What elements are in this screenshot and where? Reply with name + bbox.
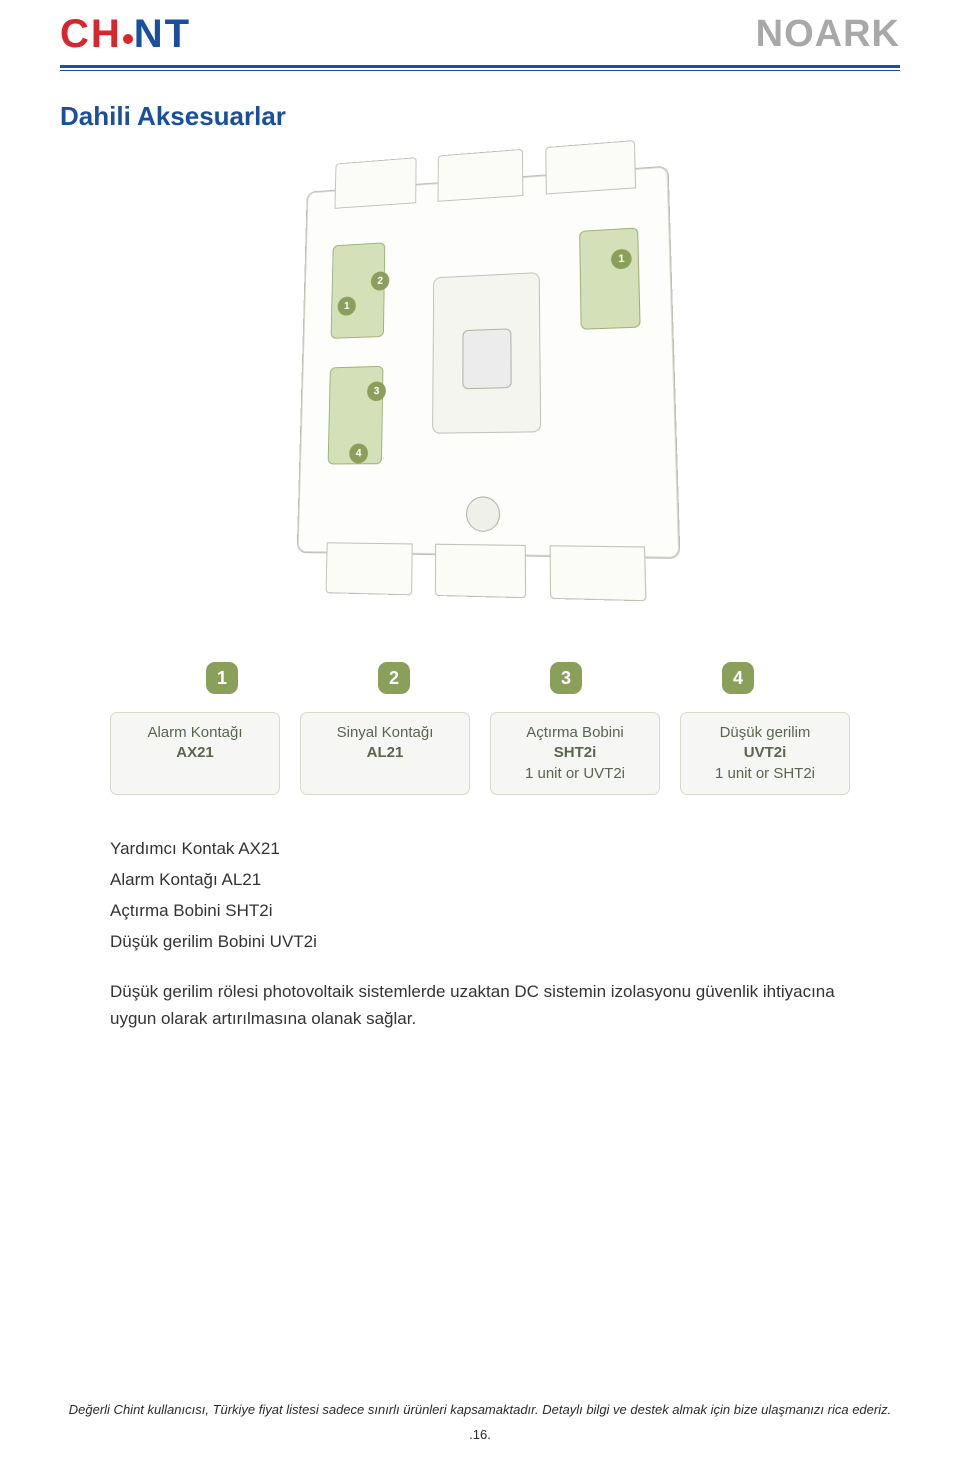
noark-logo: NOARK — [756, 13, 900, 56]
logo-dot-icon — [123, 34, 133, 44]
product-box: Düşük gerilim UVT2i 1 unit or SHT2i — [680, 712, 850, 795]
terminals-bottom — [297, 542, 681, 602]
box-line2: UVT2i — [689, 743, 841, 763]
box-line1: Düşük gerilim — [720, 724, 811, 741]
terminal — [549, 545, 646, 601]
slot-tag-icon: 2 — [371, 271, 390, 291]
box-line2: SHT2i — [499, 743, 651, 763]
page-title: Dahili Aksesuarlar — [60, 101, 900, 132]
terminal — [326, 542, 413, 595]
footer-text: Değerli Chint kullanıcısı, Türkiye fiyat… — [0, 1402, 960, 1417]
header-rule-thin — [60, 70, 900, 71]
desc-line: Açtırma Bobini SHT2i — [110, 897, 850, 924]
logo-prefix: CH — [60, 12, 122, 57]
terminal — [438, 149, 524, 202]
number-badge: 2 — [378, 662, 410, 694]
number-badge: 3 — [550, 662, 582, 694]
slot-tag-icon: 3 — [367, 381, 386, 401]
product-boxes-row: Alarm Kontağı AX21 Sinyal Kontağı AL21 A… — [0, 712, 960, 795]
page-header: CH NT NOARK — [0, 0, 960, 65]
chint-logo: CH NT — [60, 12, 191, 57]
header-rule-thick — [60, 65, 900, 68]
page-number: .16. — [0, 1427, 960, 1442]
slot-tag-icon: 4 — [349, 443, 368, 463]
box-line3: 1 unit or SHT2i — [715, 765, 815, 782]
breaker-handle — [462, 328, 511, 389]
product-box: Açtırma Bobini SHT2i 1 unit or UVT2i — [490, 712, 660, 795]
number-badges-row: 1 2 3 4 — [0, 662, 960, 694]
diagram-container: 1 2 3 4 1 — [0, 152, 960, 632]
accessory-slot-left-top: 1 2 — [331, 242, 386, 338]
box-line2: AX21 — [119, 743, 271, 763]
desc-line: Yardımcı Kontak AX21 — [110, 835, 850, 862]
terminals-top — [307, 138, 668, 211]
box-line1: Alarm Kontağı — [147, 724, 242, 741]
desc-line: Düşük gerilim Bobini UVT2i — [110, 928, 850, 955]
terminal — [545, 140, 636, 194]
box-line1: Açtırma Bobini — [526, 724, 624, 741]
breaker-dial — [466, 496, 500, 532]
page-footer: Değerli Chint kullanıcısı, Türkiye fiyat… — [0, 1402, 960, 1442]
slot-tag-icon: 1 — [611, 249, 632, 270]
slot-tag-icon: 1 — [337, 296, 356, 316]
number-badge: 4 — [722, 662, 754, 694]
desc-line: Alarm Kontağı AL21 — [110, 866, 850, 893]
breaker-diagram: 1 2 3 4 1 — [220, 152, 740, 632]
box-line3: 1 unit or UVT2i — [525, 765, 625, 782]
terminal — [435, 544, 526, 599]
product-box: Alarm Kontağı AX21 — [110, 712, 280, 795]
terminal — [335, 157, 417, 209]
box-line2: AL21 — [309, 743, 461, 763]
breaker-body: 1 2 3 4 1 — [297, 166, 681, 559]
desc-paragraph: Düşük gerilim rölesi photovoltaik sistem… — [110, 978, 850, 1032]
product-box: Sinyal Kontağı AL21 — [300, 712, 470, 795]
accessory-slot-left-bottom: 3 4 — [328, 366, 384, 465]
description-block: Yardımcı Kontak AX21 Alarm Kontağı AL21 … — [110, 835, 850, 1032]
breaker-mechanism — [432, 272, 541, 434]
logo-suffix: NT — [134, 12, 191, 57]
number-badge: 1 — [206, 662, 238, 694]
box-line1: Sinyal Kontağı — [337, 724, 434, 741]
accessory-slot-right: 1 — [579, 227, 641, 329]
